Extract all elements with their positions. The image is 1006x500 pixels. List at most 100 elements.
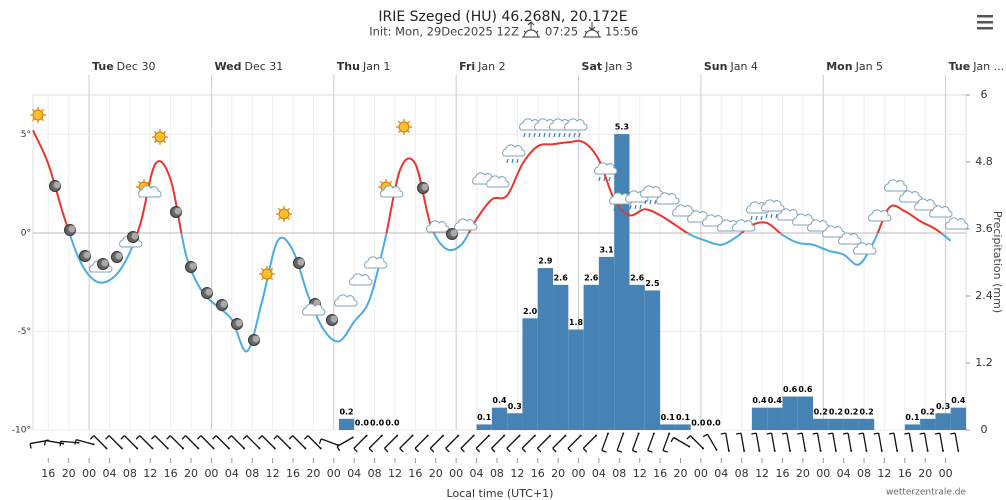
wind-barb <box>491 435 505 453</box>
y2-tick-label: 2.4 <box>975 289 993 302</box>
moon-light <box>83 251 91 259</box>
wind-barb <box>74 439 94 445</box>
wind-dot <box>594 434 597 437</box>
day-label: Sat <box>582 60 603 73</box>
cloud <box>899 190 923 203</box>
precip-label: 0.2 <box>814 407 828 416</box>
precip-bar <box>598 256 615 430</box>
rain-drop <box>755 215 758 221</box>
wind-barb <box>399 435 413 453</box>
wind-dot <box>62 442 65 445</box>
weather-icon <box>364 256 388 269</box>
sunrise-time: 07:25 <box>545 25 578 39</box>
precip-label: 0.2 <box>844 407 858 416</box>
weather-icon <box>884 179 908 192</box>
rain-drop <box>618 206 621 212</box>
x-tick-label: 08 <box>490 467 504 480</box>
wind-dot <box>182 447 185 450</box>
rain-drop <box>613 206 616 212</box>
precip-label: 2.0 <box>523 307 538 316</box>
moon-light <box>220 300 228 308</box>
precip-label: 0.1 <box>661 413 676 422</box>
wind-dot <box>273 447 276 450</box>
rain-drop <box>523 132 526 138</box>
rain-drop <box>598 176 601 182</box>
precip-bar <box>935 413 951 430</box>
wind-barb <box>242 435 260 449</box>
sun-ray <box>260 267 264 271</box>
wind-barb <box>258 435 276 449</box>
wind-barb <box>429 435 444 453</box>
y-tick-label: 5° <box>21 130 31 140</box>
wind-barb <box>843 432 852 451</box>
x-tick-label: 00 <box>939 467 953 480</box>
wind-dot <box>351 436 354 439</box>
weather-icon <box>564 118 588 138</box>
weather-icon <box>170 206 182 218</box>
weather-icon <box>396 119 412 135</box>
wind-barb <box>445 435 459 453</box>
precip-bar <box>813 418 829 430</box>
x-tick-label: 12 <box>388 467 402 480</box>
wind-barb <box>212 435 230 449</box>
wind-barb <box>601 433 609 453</box>
precip-bar <box>920 418 936 430</box>
wind-barb <box>460 435 475 453</box>
weather-icon <box>868 209 892 222</box>
wind-barb <box>751 432 761 451</box>
precip-bar <box>614 134 630 431</box>
x-tick-label: 12 <box>510 467 524 480</box>
moon-light <box>131 232 139 240</box>
wind-dot <box>380 434 383 437</box>
weather-icon <box>899 190 923 203</box>
wind-barb <box>151 435 169 449</box>
wind-dot <box>487 434 490 437</box>
weather-icon <box>417 182 429 194</box>
chart-title: IRIE Szeged (HU) 46.268N, 20.172E <box>378 9 627 25</box>
y2-tick-label: 6 <box>981 88 988 101</box>
moon-light <box>53 181 61 189</box>
day-label: Sun <box>704 60 728 73</box>
rain-drop <box>533 132 536 138</box>
day-label: Mon <box>826 60 852 73</box>
wind-barb <box>686 435 704 449</box>
cloud <box>334 294 358 307</box>
precip-label: 2.5 <box>645 279 660 288</box>
precip-bar <box>858 418 875 430</box>
wind-dot <box>151 447 154 450</box>
moon-light <box>115 252 123 260</box>
cloud <box>564 118 588 131</box>
x-tick-label: 00 <box>572 467 586 480</box>
weather-icon <box>64 224 76 236</box>
precip-bar <box>782 396 798 430</box>
x-tick-label: 16 <box>898 467 912 480</box>
moon-light <box>68 225 76 233</box>
x-tick-label: 04 <box>592 467 606 480</box>
weather-icon <box>426 220 450 233</box>
weather-icon <box>454 218 478 231</box>
wind-barb <box>105 435 123 449</box>
day-date: Jan ... <box>972 60 1004 73</box>
wind-barb <box>904 432 914 451</box>
sun-ray <box>407 130 411 134</box>
wind-dot <box>622 432 625 435</box>
x-tick-label: 12 <box>266 467 280 480</box>
day-date: Jan 3 <box>604 60 632 73</box>
wind-dot <box>472 434 475 437</box>
precip-bar <box>797 396 814 430</box>
precip-bar <box>950 407 966 430</box>
sun <box>154 131 166 143</box>
weather-icon <box>276 206 292 222</box>
x-tick-label: 16 <box>164 467 178 480</box>
rain-drop <box>765 213 768 219</box>
menu-button[interactable] <box>977 15 993 30</box>
weather-icon <box>326 314 338 326</box>
wind-dot <box>166 447 169 450</box>
precip-bar <box>767 407 783 430</box>
precip-label: 0.0 <box>385 419 400 428</box>
weather-icon <box>656 192 680 205</box>
sun-ray <box>270 267 274 271</box>
rain-drop <box>506 158 509 164</box>
precip-bar <box>338 418 355 430</box>
day-date: Jan 5 <box>855 60 883 73</box>
